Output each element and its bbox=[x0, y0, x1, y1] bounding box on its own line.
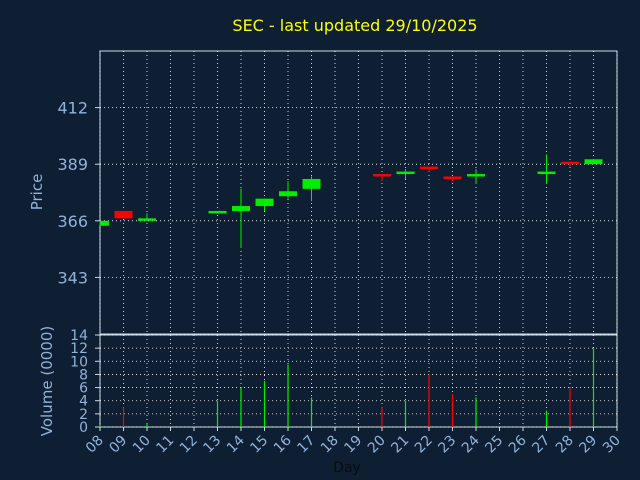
day-tick-label: 23 bbox=[435, 433, 459, 457]
day-tick-label: 14 bbox=[224, 432, 248, 456]
day-tick-label: 11 bbox=[153, 433, 177, 457]
day-tick-label: 22 bbox=[412, 433, 436, 457]
volume-tick-label: 12 bbox=[70, 341, 88, 357]
price-tick-label: 389 bbox=[57, 155, 88, 174]
price-tick-label: 366 bbox=[57, 212, 88, 231]
candle-body bbox=[396, 171, 415, 175]
candle-body bbox=[100, 220, 109, 226]
day-tick-label: 27 bbox=[529, 433, 553, 457]
volume-tick-label: 8 bbox=[79, 367, 88, 383]
day-tick-label: 28 bbox=[553, 433, 577, 457]
day-tick-label: 08 bbox=[83, 433, 107, 457]
volume-tick-label: 10 bbox=[70, 354, 88, 370]
price-tick-label: 343 bbox=[57, 268, 88, 287]
day-tick-label: 10 bbox=[130, 433, 154, 457]
candle-body bbox=[443, 176, 462, 179]
day-tick-label: 26 bbox=[506, 432, 530, 456]
day-tick-label: 17 bbox=[294, 433, 318, 457]
volume-tick-label: 4 bbox=[79, 394, 88, 410]
day-tick-label: 29 bbox=[576, 433, 600, 457]
candle-body bbox=[373, 174, 391, 177]
price-axis-label: Price bbox=[28, 174, 46, 211]
volume-plot-frame bbox=[99, 334, 618, 428]
day-tick-label: 09 bbox=[106, 433, 130, 457]
candle-body bbox=[302, 178, 321, 189]
candle-body bbox=[467, 174, 485, 177]
price-tick-label: 412 bbox=[57, 99, 88, 118]
candle-body bbox=[138, 218, 156, 221]
volume-tick-label: 0 bbox=[79, 420, 88, 436]
candle-body bbox=[114, 210, 133, 219]
day-tick-label: 30 bbox=[600, 433, 624, 457]
candle-body bbox=[584, 159, 603, 165]
candle-body bbox=[279, 191, 297, 197]
day-tick-label: 12 bbox=[177, 433, 201, 457]
day-tick-label: 16 bbox=[271, 432, 295, 456]
candle-body bbox=[561, 161, 579, 165]
candle-body bbox=[232, 206, 250, 211]
day-tick-label: 19 bbox=[341, 433, 365, 457]
day-tick-label: 18 bbox=[318, 433, 342, 457]
volume-axis-label: Volume (0000) bbox=[38, 326, 56, 436]
volume-panel: 08 09 10 11 12 13 14 15 16 17 18 19 20 21 22 23 24 25 26 27… bbox=[70, 328, 624, 456]
day-tick-label: 15 bbox=[247, 433, 271, 457]
day-tick-label: 20 bbox=[365, 433, 389, 457]
day-tick-label: 24 bbox=[459, 432, 483, 456]
day-tick-label: 21 bbox=[388, 433, 412, 457]
chart-title: SEC - last updated 29/10/2025 bbox=[232, 16, 477, 35]
day-tick-label: 25 bbox=[482, 433, 506, 457]
price-panel: 343 366 389 412 bbox=[57, 50, 618, 335]
candle-body bbox=[420, 166, 438, 170]
day-axis-label: Day bbox=[333, 460, 361, 476]
volume-tick-label: 2 bbox=[79, 407, 88, 423]
volume-tick-label: 14 bbox=[70, 328, 88, 344]
day-tick-label: 13 bbox=[200, 433, 224, 457]
volume-tick-label: 6 bbox=[79, 381, 88, 397]
candle-body bbox=[208, 210, 227, 214]
candle-body bbox=[255, 198, 274, 207]
candle-body bbox=[537, 171, 556, 175]
